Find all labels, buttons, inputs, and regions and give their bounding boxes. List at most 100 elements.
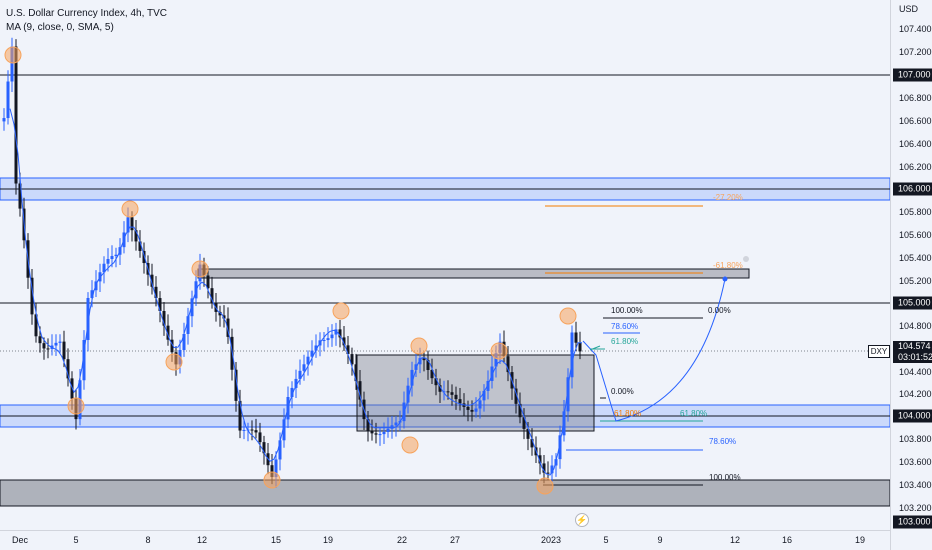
candle-body [234, 369, 238, 401]
candle-body [30, 277, 34, 315]
candle-body [546, 472, 550, 474]
candle-body [66, 359, 70, 379]
candle-body [42, 343, 46, 349]
candle-body [218, 311, 222, 316]
candle-body [518, 403, 522, 418]
time-tick-label: 5 [603, 535, 609, 545]
candle-body [302, 364, 306, 371]
current-price: 104.574 [898, 341, 931, 351]
pivot-marker [490, 342, 508, 360]
current-price-tag: 104.574 03:01:52 [893, 341, 932, 363]
candle-body [326, 338, 330, 341]
time-tick-label: 15 [270, 535, 282, 545]
candle-body [262, 442, 266, 454]
candle-body [150, 274, 154, 287]
candle-body [206, 275, 210, 289]
time-axis[interactable]: Dec 5 8 12 15 19 22 27 2023 5 9 12 16 19 [0, 530, 890, 550]
price-tag-103: 103.000 [893, 515, 932, 529]
candle-body [210, 288, 214, 303]
candle-body [482, 390, 486, 401]
candle-body [394, 422, 398, 426]
candle-body [486, 380, 490, 391]
candle-body [470, 409, 474, 412]
ma-indicator-label[interactable]: MA (9, close, 0, SMA, 5) [6, 22, 114, 33]
fib-mark [589, 345, 601, 351]
candle-body [570, 332, 574, 378]
pivot-marker [165, 353, 183, 371]
candle-body [14, 46, 18, 184]
price-tick-label: 105.400 [899, 253, 932, 263]
candle-body [254, 430, 258, 433]
price-tick-label: 105.600 [899, 230, 932, 240]
price-tick-label: 103.800 [899, 434, 932, 444]
demand-zone-103 [0, 479, 890, 507]
lightning-icon[interactable]: ⚡ [575, 513, 589, 527]
candle-body [134, 230, 138, 242]
anchor-dot [743, 256, 749, 262]
time-tick-label: 12 [196, 535, 208, 545]
symbol-tag: DXY [868, 345, 890, 358]
candle-body [58, 341, 62, 343]
candle-body [194, 281, 198, 299]
candle-body [162, 310, 166, 326]
pivot-marker [332, 302, 350, 320]
candle-body [290, 387, 294, 397]
candle-body [298, 370, 302, 379]
pivot-marker [410, 337, 428, 355]
candle-body [442, 391, 446, 393]
fib-label-0: 0.00% [708, 306, 731, 315]
candle-body [170, 339, 174, 353]
candle-body [166, 325, 170, 340]
candle-body [294, 378, 298, 388]
price-tick-label: 106.400 [899, 139, 932, 149]
candle-body [474, 408, 478, 412]
time-tick-label: 16 [781, 535, 793, 545]
candle-body [110, 256, 114, 260]
candle-body [410, 369, 414, 386]
candle-body [386, 428, 390, 432]
fib-label-lower-618: 61.80% [680, 409, 708, 418]
time-tick-label: Dec [11, 535, 29, 545]
time-tick-label: 2023 [540, 535, 562, 545]
candle-body [490, 366, 494, 381]
ma-line [9, 108, 582, 476]
candle-body [2, 118, 6, 122]
candle-body [102, 263, 106, 273]
price-tick-label: 107.200 [899, 47, 932, 57]
candle-body [550, 465, 554, 474]
candle-body [54, 342, 58, 346]
chart-plot-area[interactable]: 100.00% 0.00% 78.60% 61.80% 0.00% 61.80%… [0, 0, 890, 530]
candle-body [382, 431, 386, 435]
candle-body [422, 358, 426, 361]
candle-body [478, 400, 482, 409]
price-tag-104: 104.000 [893, 409, 932, 423]
candle-body [562, 411, 566, 436]
candle-body [390, 425, 394, 429]
price-tick-label: 104.200 [899, 389, 932, 399]
chart-legend: U.S. Dollar Currency Index, 4h, TVC MA (… [6, 7, 167, 35]
pivot-marker [4, 46, 22, 64]
fib-label-mid-618: 61.80% [614, 409, 642, 418]
chart-canvas[interactable] [0, 0, 890, 530]
price-tag-107: 107.000 [893, 68, 932, 82]
candle-body [238, 400, 242, 431]
price-tick-label: 106.800 [899, 93, 932, 103]
candle-body [406, 385, 410, 403]
candle-body [114, 254, 118, 257]
candle-body [242, 429, 246, 431]
candle-body [458, 399, 462, 404]
candle-body [514, 388, 518, 404]
candle-body [154, 286, 158, 299]
time-tick-label: 27 [449, 535, 461, 545]
projection-target-dot [722, 276, 728, 282]
symbol-title[interactable]: U.S. Dollar Currency Index, 4h, TVC [6, 8, 167, 19]
candle-body [506, 356, 510, 373]
candle-body [138, 241, 142, 251]
time-tick-label: 19 [854, 535, 866, 545]
time-tick-label: 12 [729, 535, 741, 545]
candle-body [438, 385, 442, 392]
fib-label-lower-786: 78.60% [709, 437, 737, 446]
candle-body [190, 298, 194, 317]
price-axis[interactable]: USD 107.400 107.200 107.000 106.800 106.600 1… [890, 0, 932, 550]
